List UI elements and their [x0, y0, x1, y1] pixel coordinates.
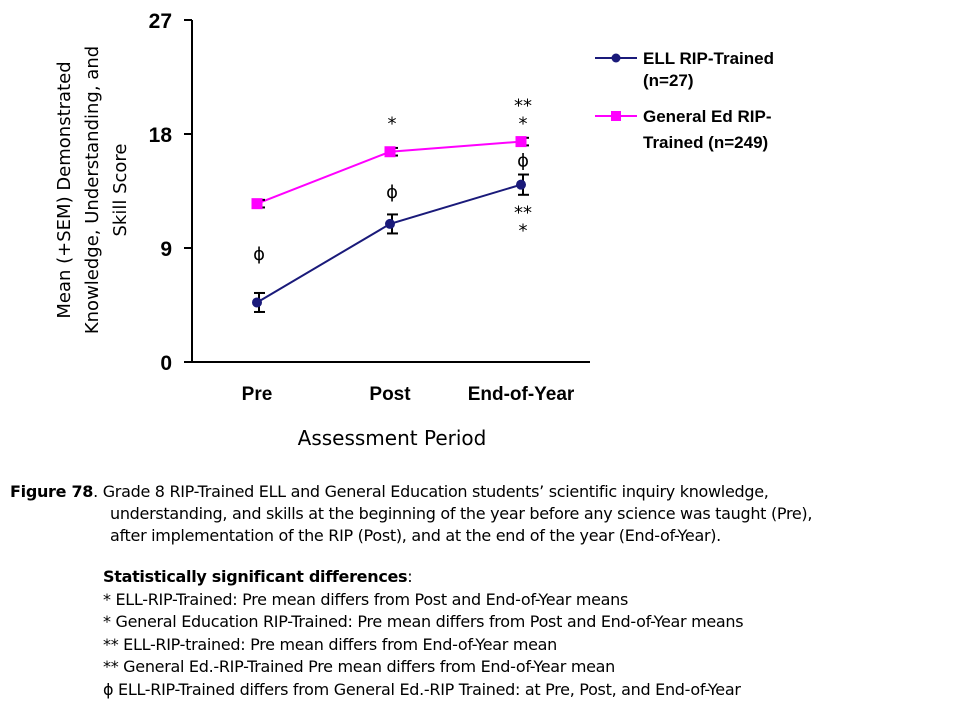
series-ell: [252, 173, 529, 313]
significance-marker: ɸ: [517, 150, 529, 171]
significance-notes: Statistically significant differences: *…: [103, 566, 744, 701]
note-item: * General Education RIP-Trained: Pre mea…: [103, 612, 744, 631]
data-point: [384, 146, 396, 158]
data-point: [251, 198, 263, 210]
y-tick-label: 0: [160, 352, 172, 375]
axes: [184, 20, 590, 363]
caption-text: . Grade 8 RIP-Trained ELL and General Ed…: [93, 482, 769, 501]
caption-text: after implementation of the RIP (Post), …: [110, 526, 721, 545]
notes-heading: Statistically significant differences: [103, 567, 408, 586]
note-item: ** General Ed.-RIP-Trained Pre mean diff…: [103, 657, 616, 676]
legend-marker: [611, 111, 621, 121]
significance-marker: **: [514, 202, 532, 223]
figure-label: Figure 78: [10, 482, 94, 501]
significance-marker: **: [514, 96, 532, 117]
y-tick-label: 18: [149, 124, 173, 147]
notes-heading-colon: :: [407, 567, 413, 586]
x-tick-label: Pre: [242, 384, 273, 405]
note-item: ** ELL-RIP-trained: Pre mean differs fro…: [103, 634, 557, 654]
y-axis-label-line: Mean (+SEM) Demonstrated: [54, 61, 75, 318]
legend-marker: [611, 53, 621, 63]
legend-label: Trained (n=249): [643, 133, 768, 152]
x-tick-label: Post: [369, 384, 411, 405]
y-axis-label-line: Skill Score: [110, 144, 131, 237]
caption-text: understanding, and skills at the beginni…: [110, 504, 813, 523]
y-axis-label: Mean (+SEM) Demonstrated Knowledge, Unde…: [54, 46, 131, 334]
legend-item-general-ed: General Ed RIP- Trained (n=249): [595, 107, 771, 152]
y-tick-label: 27: [149, 10, 172, 33]
legend-label: (n=27): [643, 71, 694, 90]
significance-marker: *: [519, 220, 528, 241]
x-tick-label: End-of-Year: [468, 384, 575, 405]
note-item: * ELL-RIP-Trained: Pre mean differs from…: [103, 589, 629, 609]
significance-marker: ɸ: [253, 244, 265, 265]
data-point: [252, 297, 262, 308]
legend: ELL RIP-Trained (n=27) General Ed RIP- T…: [595, 49, 774, 152]
series-general-ed: [251, 136, 529, 210]
legend-item-ell: ELL RIP-Trained (n=27): [595, 49, 774, 90]
significance-marker: ɸ: [386, 182, 398, 203]
note-item: ɸ ELL-RIP-Trained differs from General E…: [103, 679, 741, 699]
legend-label: General Ed RIP-: [643, 107, 771, 126]
data-point: [515, 136, 527, 148]
y-tick-label: 9: [160, 238, 172, 261]
data-point: [385, 218, 395, 229]
y-axis-label-line: Knowledge, Understanding, and: [82, 46, 103, 334]
x-axis-label: Assessment Period: [298, 426, 487, 450]
legend-label: ELL RIP-Trained: [643, 49, 774, 68]
significance-marker: *: [388, 114, 397, 135]
data-point: [516, 179, 526, 190]
figure-caption: Figure 78. Grade 8 RIP-Trained ELL and G…: [10, 481, 930, 547]
significance-marker: *: [519, 114, 528, 135]
